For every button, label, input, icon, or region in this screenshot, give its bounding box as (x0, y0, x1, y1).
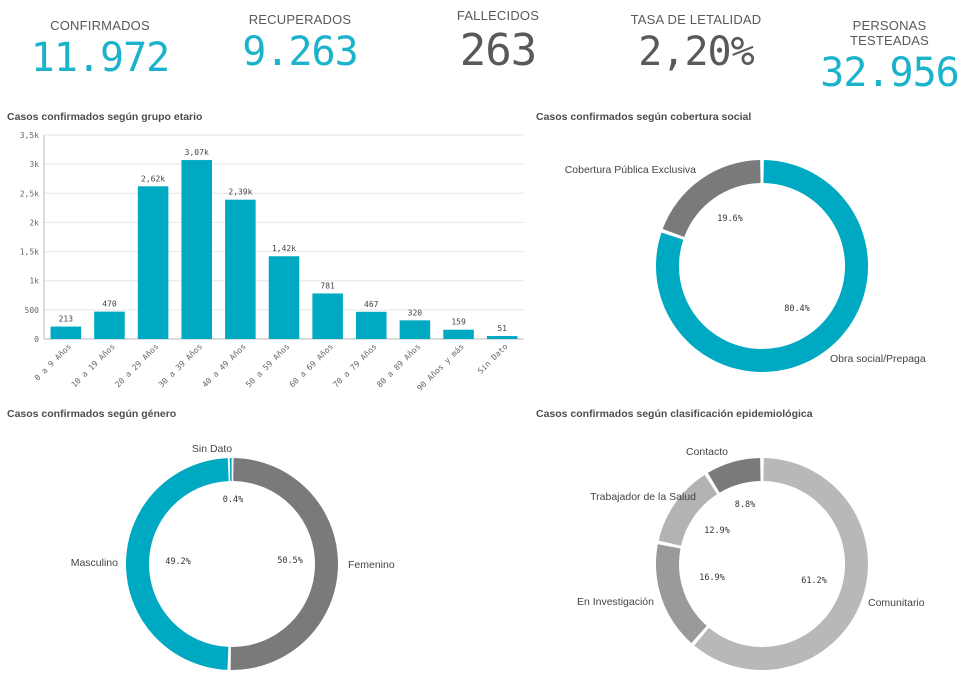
slice-percent-label: 8.8% (735, 500, 755, 510)
y-tick-label: 1,5k (20, 248, 39, 257)
epi-donut-chart: 61.2% 16.9% 12.9% 8.8% Comunitario En Investi… (577, 446, 925, 671)
y-tick-label: 3,5k (20, 131, 39, 140)
slice-category-label: En Investigación (577, 596, 654, 608)
kpi-fallecidos: FALLECIDOS 263 (418, 8, 578, 76)
kpi-label: PERSONAS TESTEADAS (849, 18, 930, 48)
bar (356, 311, 387, 339)
slice-percent-label: 19.6% (717, 214, 743, 224)
slice-category-label: Trabajador de la Salud (590, 491, 696, 503)
donut-slice (125, 458, 229, 670)
kpi-value: 32.956 (820, 50, 960, 96)
donut-slice (694, 458, 869, 671)
epi-chart-title: Casos confirmados según clasificación ep… (536, 408, 813, 420)
bar-data-label: 2,62k (141, 174, 165, 183)
kpi-label: FALLECIDOS (456, 8, 540, 23)
kpi-value: 9.263 (242, 29, 358, 75)
kpi-label: RECUPERADOS (248, 12, 352, 27)
bar (181, 160, 212, 339)
x-tick-label: 70 a 79 Años (331, 342, 378, 389)
slice-category-label: Femenino (348, 559, 395, 571)
slice-percent-label: 49.2% (165, 557, 191, 567)
slice-category-label: Comunitario (868, 597, 925, 609)
bar-data-label: 467 (364, 300, 379, 309)
slice-category-label: Contacto (686, 446, 728, 458)
bar (443, 329, 474, 339)
kpi-label: TASA DE LETALIDAD (630, 12, 762, 27)
x-tick-label: 30 a 39 Años (157, 342, 204, 389)
slice-percent-label: 0.4% (223, 495, 243, 505)
y-tick-label: 3k (29, 160, 39, 169)
x-tick-label: 40 a 49 Años (201, 342, 248, 389)
slice-percent-label: 12.9% (704, 526, 730, 536)
bar (225, 199, 256, 339)
kpi-label: CONFIRMADOS (50, 18, 150, 33)
slice-category-label: Masculino (71, 557, 118, 569)
bar (50, 326, 82, 339)
bar-data-label: 159 (451, 318, 466, 327)
bar (312, 293, 343, 339)
donut-slice (230, 458, 338, 670)
bar (486, 336, 518, 339)
x-tick-label: Sin Dato (476, 342, 510, 376)
slice-percent-label: 80.4% (784, 304, 810, 314)
donut-slice (662, 160, 761, 238)
kpi-testeadas: PERSONAS TESTEADAS 32.956 (812, 18, 967, 96)
x-tick-label: 20 a 29 Años (113, 342, 160, 389)
bar-data-label: 1,42k (272, 244, 296, 253)
x-tick-label: 0 a 9 Años (33, 342, 74, 383)
kpi-value: 263 (459, 25, 537, 76)
bar (268, 256, 300, 339)
slice-percent-label: 61.2% (801, 576, 827, 586)
bar-data-label: 781 (320, 281, 335, 290)
y-tick-label: 500 (25, 306, 40, 315)
gender-donut-chart: 50.5% 49.2% 0.4% Femenino Masculino Sin Dato (71, 443, 395, 670)
kpi-value: 11.972 (30, 35, 171, 81)
gender-chart-title: Casos confirmados según género (7, 408, 177, 420)
age-bar-chart: 0 500 1k 1,5k 2k 2,5k 3k 3,5k 213 0 a 9 Años 470 10… (20, 131, 524, 393)
slice-category-label: Cobertura Pública Exclusiva (565, 164, 696, 176)
bar-data-label: 320 (408, 308, 423, 317)
slice-category-label: Obra social/Prepaga (830, 353, 926, 365)
y-tick-label: 0 (34, 335, 39, 344)
bar (137, 186, 169, 339)
kpi-confirmados: CONFIRMADOS 11.972 (20, 18, 180, 81)
slice-percent-label: 16.9% (699, 573, 725, 583)
x-tick-label: 10 a 19 Años (70, 342, 117, 389)
bar-data-label: 51 (497, 324, 507, 333)
bar-data-label: 3,07k (185, 148, 209, 157)
age-chart-title: Casos confirmados según grupo etario (7, 111, 203, 123)
y-tick-label: 2,5k (20, 189, 39, 198)
y-tick-label: 2k (29, 218, 39, 227)
donut-slice (656, 544, 707, 644)
kpi-letalidad: TASA DE LETALIDAD 2,20% (616, 12, 776, 75)
x-tick-label: 50 a 59 Años (244, 342, 291, 389)
bar-data-label: 213 (59, 315, 74, 324)
donut-slice (229, 458, 232, 482)
kpi-value: 2,20% (638, 29, 754, 75)
coverage-chart-title: Casos confirmados según cobertura social (536, 111, 752, 123)
slice-percent-label: 50.5% (277, 556, 303, 566)
donut-slice (707, 458, 761, 493)
coverage-donut-chart: 80.4% 19.6% Obra social/Prepaga Cobertura P… (565, 160, 926, 372)
bar (94, 311, 125, 339)
bar (399, 320, 431, 339)
kpi-recuperados: RECUPERADOS 9.263 (220, 12, 380, 75)
bar-data-label: 470 (102, 300, 117, 309)
donut-slice (658, 474, 718, 546)
x-tick-label: 90 Años y más (415, 342, 466, 393)
x-tick-label: 60 a 69 Años (288, 342, 335, 389)
x-tick-label: 80 a 89 Años (375, 342, 422, 389)
slice-category-label: Sin Dato (192, 443, 232, 455)
y-tick-label: 1k (29, 277, 39, 286)
bar-data-label: 2,39k (228, 188, 252, 197)
